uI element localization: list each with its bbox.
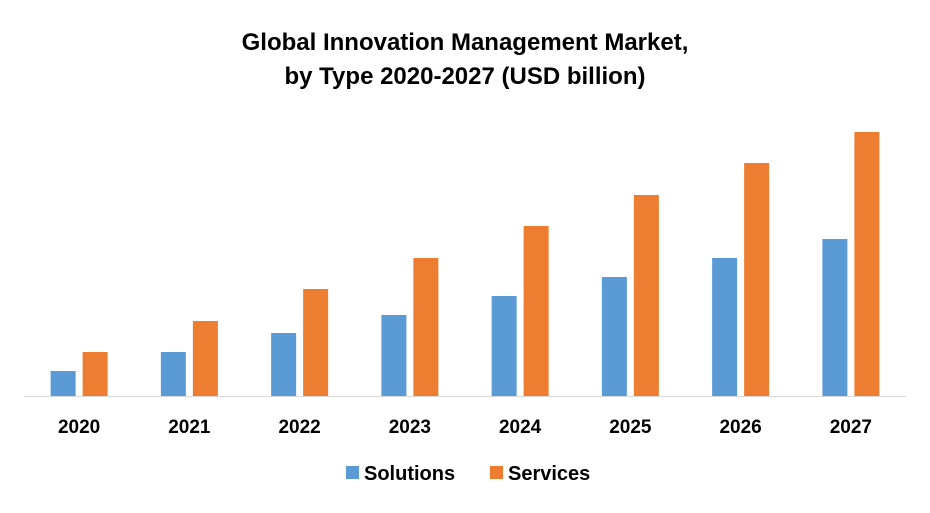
bar-services-2025 [633,195,659,396]
x-tick-label: 2025 [609,417,652,438]
legend-label-solutions: Solutions [364,463,455,485]
bar-services-2026 [744,163,770,396]
x-tick-label: 2021 [168,417,211,438]
bar-services-2022 [303,289,329,396]
legend: Solutions Services [346,463,590,485]
legend-label-services: Services [508,463,590,485]
chart-title-line2: by Type 2020-2027 (USD billion) [285,63,646,90]
x-tick-label: 2023 [389,417,431,438]
bar-solutions-2020 [50,371,76,396]
chart-title-line1: Global Innovation Management Market, [242,29,689,56]
bar-solutions-2023 [381,315,407,396]
x-tick-label: 2026 [719,417,761,438]
bar-solutions-2026 [712,258,738,396]
legend-swatch-solutions [346,466,359,479]
bars-group [50,132,880,396]
bar-services-2021 [192,321,218,396]
x-tick-label: 2024 [499,417,542,438]
bar-solutions-2024 [491,296,517,396]
bar-services-2023 [413,258,439,396]
x-tick-label: 2027 [830,417,872,438]
bar-solutions-2027 [822,239,848,396]
bar-services-2020 [82,352,108,396]
x-tick-label: 2022 [278,417,320,438]
bar-services-2024 [523,226,549,396]
x-tick-label: 2020 [58,417,100,438]
bar-solutions-2022 [271,333,297,396]
legend-swatch-services [490,466,503,479]
bar-solutions-2021 [160,352,186,396]
x-tick-labels: 2020 2021 2022 2023 2024 2025 2026 2027 [58,417,872,438]
bar-services-2027 [854,132,880,396]
bar-solutions-2025 [601,277,627,396]
